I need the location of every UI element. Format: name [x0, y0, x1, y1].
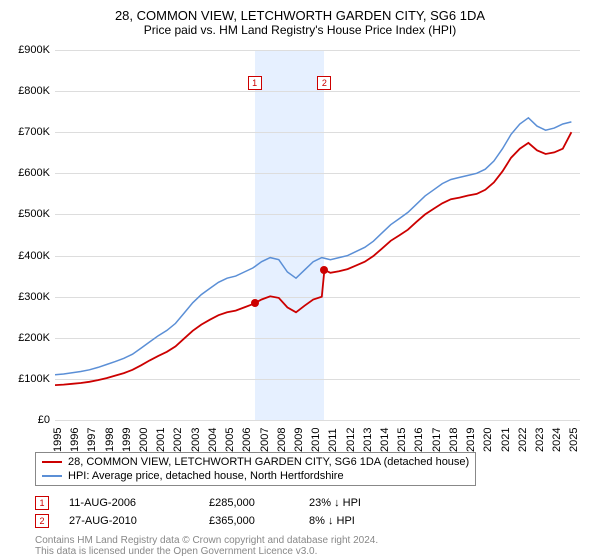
x-tick-label: 1996 [69, 428, 81, 452]
title-block: 28, COMMON VIEW, LETCHWORTH GARDEN CITY,… [0, 0, 600, 37]
x-tick-label: 2008 [276, 428, 288, 452]
x-tick-label: 2019 [465, 428, 477, 452]
x-tick-label: 2017 [431, 428, 443, 452]
y-tick-label: £900K [0, 44, 50, 56]
x-tick-label: 2010 [310, 428, 322, 452]
y-tick-label: £500K [0, 208, 50, 220]
series-hpi [55, 118, 571, 375]
y-tick-label: £0 [0, 414, 50, 426]
x-tick-label: 2021 [500, 428, 512, 452]
sale-marker-box: 2 [35, 514, 49, 528]
x-tick-label: 2023 [534, 428, 546, 452]
y-tick-label: £200K [0, 332, 50, 344]
x-tick-label: 2024 [551, 428, 563, 452]
legend-swatch [42, 475, 62, 477]
x-tick-label: 2012 [345, 428, 357, 452]
x-tick-label: 2004 [207, 428, 219, 452]
x-tick-label: 2002 [172, 428, 184, 452]
y-tick-label: £600K [0, 167, 50, 179]
x-tick-label: 2025 [568, 428, 580, 452]
x-tick-label: 2007 [259, 428, 271, 452]
x-tick-label: 2018 [448, 428, 460, 452]
y-tick-label: £800K [0, 85, 50, 97]
chart-title: 28, COMMON VIEW, LETCHWORTH GARDEN CITY,… [0, 8, 600, 23]
x-tick-label: 1997 [86, 428, 98, 452]
legend-label: HPI: Average price, detached house, Nort… [68, 470, 344, 482]
chart-lines [55, 50, 580, 420]
x-tick-label: 2022 [517, 428, 529, 452]
y-tick-label: £700K [0, 126, 50, 138]
x-tick-label: 2003 [190, 428, 202, 452]
x-tick-label: 2016 [413, 428, 425, 452]
footer-line: Contains HM Land Registry data © Crown c… [35, 535, 378, 546]
sale-price: £285,000 [209, 497, 309, 509]
sale-marker-box: 1 [35, 496, 49, 510]
x-tick-label: 2006 [241, 428, 253, 452]
sale-table: 1 11-AUG-2006 £285,000 23% ↓ HPI 2 27-AU… [35, 494, 409, 530]
x-tick-label: 1995 [52, 428, 64, 452]
chart-marker-box: 1 [248, 76, 262, 90]
x-tick-label: 2005 [224, 428, 236, 452]
sale-point-marker [320, 266, 328, 274]
x-tick-label: 1998 [104, 428, 116, 452]
x-tick-label: 2014 [379, 428, 391, 452]
series-property [55, 132, 571, 385]
footer: Contains HM Land Registry data © Crown c… [35, 535, 378, 557]
sale-price: £365,000 [209, 515, 309, 527]
footer-line: This data is licensed under the Open Gov… [35, 546, 378, 557]
legend-item: 28, COMMON VIEW, LETCHWORTH GARDEN CITY,… [42, 455, 469, 469]
y-tick-label: £400K [0, 250, 50, 262]
x-tick-label: 2011 [327, 428, 339, 452]
sale-row: 2 27-AUG-2010 £365,000 8% ↓ HPI [35, 512, 409, 530]
legend: 28, COMMON VIEW, LETCHWORTH GARDEN CITY,… [35, 452, 476, 486]
legend-label: 28, COMMON VIEW, LETCHWORTH GARDEN CITY,… [68, 456, 469, 468]
sale-diff: 23% ↓ HPI [309, 497, 409, 509]
x-tick-label: 2020 [482, 428, 494, 452]
legend-swatch [42, 461, 62, 463]
legend-item: HPI: Average price, detached house, Nort… [42, 469, 469, 483]
y-tick-label: £100K [0, 373, 50, 385]
x-tick-label: 1999 [121, 428, 133, 452]
chart-subtitle: Price paid vs. HM Land Registry's House … [0, 23, 600, 37]
chart-marker-box: 2 [317, 76, 331, 90]
sale-date: 11-AUG-2006 [69, 497, 209, 509]
sale-point-marker [251, 299, 259, 307]
x-tick-label: 2009 [293, 428, 305, 452]
chart-area: £0£100K£200K£300K£400K£500K£600K£700K£80… [55, 50, 580, 420]
sale-diff: 8% ↓ HPI [309, 515, 409, 527]
sale-row: 1 11-AUG-2006 £285,000 23% ↓ HPI [35, 494, 409, 512]
chart-container: 28, COMMON VIEW, LETCHWORTH GARDEN CITY,… [0, 0, 600, 560]
x-tick-label: 2001 [155, 428, 167, 452]
x-tick-label: 2015 [396, 428, 408, 452]
x-tick-label: 2013 [362, 428, 374, 452]
sale-date: 27-AUG-2010 [69, 515, 209, 527]
x-tick-label: 2000 [138, 428, 150, 452]
y-tick-label: £300K [0, 291, 50, 303]
